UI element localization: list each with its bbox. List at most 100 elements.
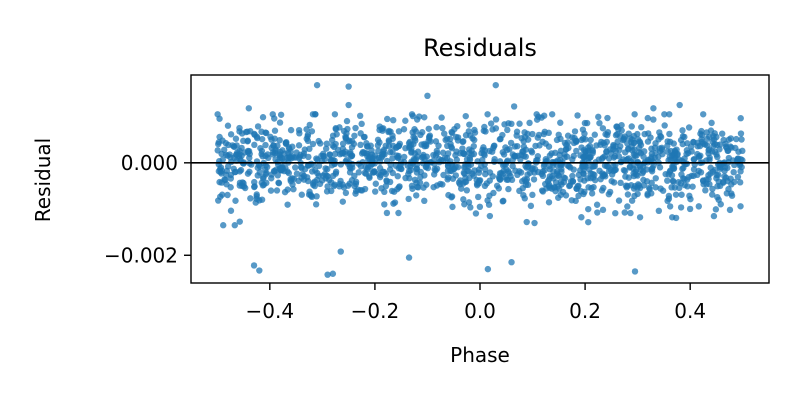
x-axis-ticks: −0.4 −0.2 0.0 0.2 0.4 xyxy=(246,283,706,323)
data-point xyxy=(615,197,623,204)
data-point xyxy=(733,135,740,143)
data-point xyxy=(405,254,413,261)
data-point xyxy=(703,180,710,188)
data-point xyxy=(485,201,493,208)
data-point xyxy=(492,81,499,89)
data-point xyxy=(552,187,559,195)
data-point xyxy=(276,165,283,172)
data-point xyxy=(351,172,358,180)
data-point xyxy=(664,148,671,155)
data-point xyxy=(521,195,528,202)
data-point xyxy=(610,179,618,186)
data-point xyxy=(479,156,486,164)
data-point xyxy=(439,149,447,156)
data-point xyxy=(528,149,536,156)
data-point xyxy=(414,153,421,160)
data-point xyxy=(372,180,379,187)
data-point xyxy=(573,185,580,192)
data-point xyxy=(290,186,297,193)
data-point xyxy=(326,151,333,159)
data-point xyxy=(409,185,416,192)
data-point xyxy=(734,173,742,181)
data-point xyxy=(219,137,226,144)
data-point xyxy=(650,105,657,112)
data-point xyxy=(648,166,655,173)
data-point xyxy=(656,147,664,155)
data-point xyxy=(372,188,379,195)
data-point xyxy=(383,177,390,184)
data-point xyxy=(344,182,352,189)
data-point xyxy=(449,203,456,211)
data-point xyxy=(495,173,503,181)
data-point xyxy=(508,259,515,266)
data-point xyxy=(504,126,511,134)
data-point xyxy=(533,111,540,118)
data-point xyxy=(426,132,434,139)
data-point xyxy=(492,116,500,123)
data-point xyxy=(588,185,595,192)
data-point xyxy=(438,114,445,121)
data-point xyxy=(319,172,327,179)
data-point xyxy=(490,142,498,150)
data-point xyxy=(267,133,274,141)
data-point xyxy=(263,163,271,171)
data-point xyxy=(355,169,362,176)
data-point xyxy=(559,188,567,196)
data-point xyxy=(714,193,721,201)
data-point xyxy=(579,153,587,161)
data-point xyxy=(346,150,354,158)
data-point xyxy=(216,178,223,186)
data-point xyxy=(725,154,733,162)
data-point xyxy=(628,123,635,130)
data-point xyxy=(679,165,686,173)
data-point xyxy=(521,129,528,136)
data-point xyxy=(488,148,496,155)
data-point xyxy=(492,125,500,132)
data-point xyxy=(284,186,291,193)
data-point xyxy=(679,140,686,148)
data-point xyxy=(313,155,320,162)
data-point xyxy=(526,119,533,127)
data-point xyxy=(572,137,580,145)
data-point xyxy=(422,163,430,171)
data-point xyxy=(523,164,530,171)
data-point xyxy=(449,162,456,170)
data-point xyxy=(265,154,272,161)
x-axis-label: Phase xyxy=(450,343,510,367)
data-point xyxy=(287,177,294,185)
data-point xyxy=(628,139,635,146)
data-point xyxy=(606,146,614,153)
data-point xyxy=(604,131,611,139)
data-point xyxy=(476,203,484,211)
data-point xyxy=(404,162,411,169)
data-point xyxy=(520,138,527,145)
data-point xyxy=(628,197,636,204)
data-point xyxy=(406,143,413,150)
data-point xyxy=(435,142,442,149)
data-point xyxy=(505,185,512,193)
data-point xyxy=(472,210,480,217)
data-point xyxy=(223,167,231,175)
data-point xyxy=(717,201,724,208)
data-point xyxy=(309,111,317,118)
data-point xyxy=(251,141,258,149)
data-point xyxy=(618,127,625,134)
data-point xyxy=(510,103,518,110)
data-point xyxy=(666,203,674,210)
data-point xyxy=(352,124,359,132)
data-point xyxy=(505,120,512,127)
data-point xyxy=(256,267,263,274)
data-point xyxy=(507,139,515,147)
data-point xyxy=(256,163,264,170)
data-point xyxy=(603,162,611,170)
data-point xyxy=(385,128,392,136)
data-point xyxy=(259,114,267,121)
data-point xyxy=(441,130,448,137)
data-point xyxy=(395,128,403,135)
data-point xyxy=(482,128,489,135)
data-point xyxy=(227,207,235,214)
data-point xyxy=(641,130,648,138)
data-point xyxy=(652,175,659,182)
data-point xyxy=(231,222,238,229)
x-tick-label: 0.0 xyxy=(464,299,496,323)
